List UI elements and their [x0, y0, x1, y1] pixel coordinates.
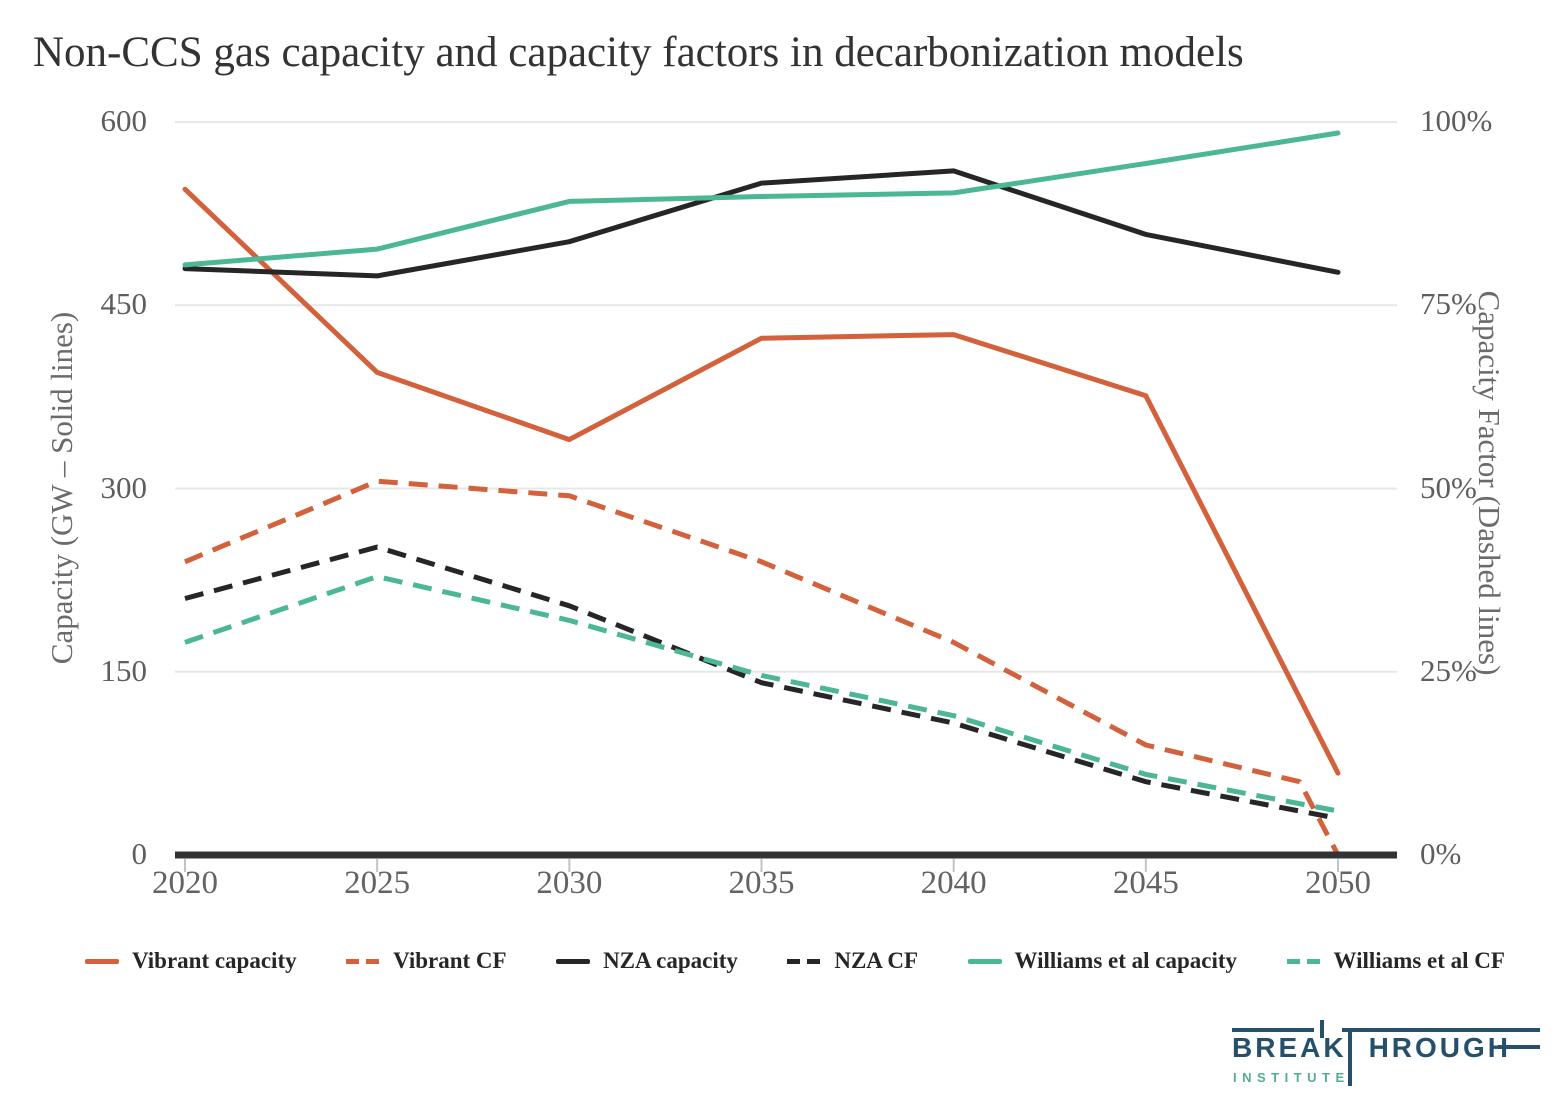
williams-et-al-capacity-line: [182, 130, 1341, 268]
legend-item-nza-capacity: NZA capacity: [556, 948, 738, 974]
right-axis-tick-label: 100%: [1420, 103, 1493, 138]
williams-et-al-cf-line: [184, 574, 1339, 814]
left-axis-tick-label: 300: [100, 469, 148, 505]
nza-capacity-line: [182, 168, 1341, 279]
legend-label: Vibrant capacity: [132, 948, 297, 973]
left-axis-tick-label: 150: [100, 652, 148, 688]
legend-swatch-solid: [556, 958, 591, 964]
legend-label: NZA capacity: [603, 948, 738, 973]
right-axis-title: Capacity Factor (Dashed lines): [1472, 290, 1507, 676]
x-axis-tick-label: 2020: [152, 865, 218, 901]
x-axis-tick-label: 2025: [344, 865, 411, 901]
x-axis-tick-label: 2050: [1305, 865, 1371, 901]
legend-item-williams-et-al-cf: Williams et al CF: [1286, 948, 1505, 974]
nza-cf-line: [184, 544, 1339, 821]
logo-h-dash: [1498, 1045, 1540, 1049]
legend-label: Vibrant CF: [393, 948, 507, 973]
x-axis-tick-label: 2040: [920, 865, 987, 901]
logo-t-stem: [1348, 1028, 1352, 1086]
right-axis-tick-label: 25%: [1420, 652, 1477, 688]
x-axis-tick-label: 2045: [1112, 865, 1179, 901]
logo-institute-label: INSTITUTE: [1233, 1070, 1350, 1085]
legend-label: Williams et al CF: [1333, 948, 1505, 973]
legend-item-williams-et-al-capacity: Williams et al capacity: [967, 948, 1238, 974]
logo-overline-left: [1232, 1028, 1314, 1032]
logo-word-break: BREAK: [1232, 1032, 1347, 1063]
chart-title: Non-CCS gas capacity and capacity factor…: [33, 29, 1244, 76]
x-axis-tick-label: 2035: [728, 865, 795, 901]
x-axis-tick-label: 2030: [536, 865, 603, 901]
breakthrough-logo: BREAK HROUGH INSTITUTE: [1232, 1020, 1540, 1094]
right-axis-tick-label: 0%: [1420, 836, 1462, 871]
logo-overline-right: [1342, 1028, 1540, 1032]
right-axis-tick-label: 50%: [1420, 469, 1477, 505]
vibrant-capacity-line: [182, 186, 1341, 776]
left-axis-title: Capacity (GW – Solid lines): [44, 311, 79, 665]
legend-label: Williams et al capacity: [1014, 948, 1238, 973]
legend-swatch-solid: [967, 958, 1002, 964]
legend-item-vibrant-capacity: Vibrant capacity: [85, 948, 297, 974]
logo-k-ascender: [1320, 1020, 1324, 1038]
vibrant-cf-line: [184, 478, 1341, 857]
logo-wordmark: BREAK HROUGH: [1232, 1034, 1511, 1062]
logo-word-hrough: HROUGH: [1368, 1032, 1512, 1063]
legend-item-vibrant-cf: Vibrant CF: [346, 948, 507, 974]
legend-item-nza-cf: NZA CF: [787, 948, 918, 974]
left-axis-tick-label: 0: [131, 836, 148, 871]
legend-swatch-dashed: [346, 958, 381, 964]
legend-swatch-solid: [85, 958, 119, 964]
right-axis-tick-label: 75%: [1420, 286, 1477, 322]
legend-swatch-dashed: [787, 958, 822, 964]
legend-swatch-dashed: [1286, 958, 1321, 964]
chart-legend: Vibrant capacity Vibrant CF NZA capacity NZ…: [85, 948, 1505, 974]
left-axis-tick-label: 450: [100, 286, 148, 322]
left-axis-tick-label: 600: [100, 103, 148, 138]
legend-label: NZA CF: [834, 948, 919, 973]
